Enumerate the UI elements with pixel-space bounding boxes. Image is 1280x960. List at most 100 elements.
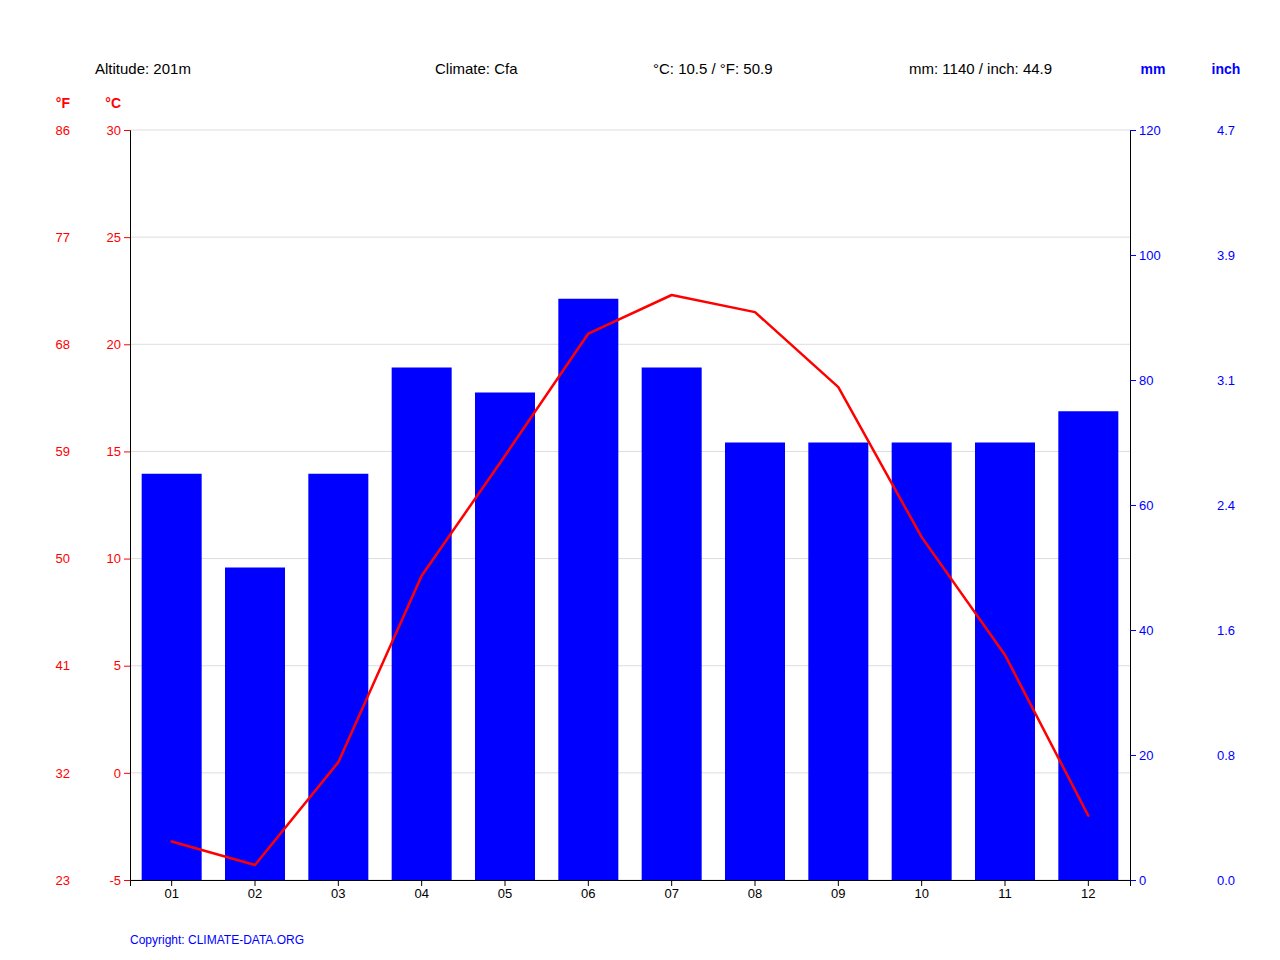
tick: 10 xyxy=(107,551,130,566)
tick-label: 20 xyxy=(1139,748,1153,763)
tick: 32 xyxy=(56,766,70,781)
tick-label: 25 xyxy=(107,230,121,245)
grid xyxy=(130,130,1130,880)
tick: 10 xyxy=(914,880,928,901)
tick: -5 xyxy=(109,873,130,888)
tick-mark xyxy=(338,880,339,886)
y2-axis: 020406080100120 xyxy=(1130,123,1161,888)
tick-label: 08 xyxy=(748,886,762,901)
tick-mark xyxy=(124,344,130,345)
tick: 01 xyxy=(164,880,178,901)
tick: 86 xyxy=(56,123,70,138)
tick-mark xyxy=(124,451,130,452)
tick: 68 xyxy=(56,337,70,352)
tick-label: 02 xyxy=(248,886,262,901)
tick: 3.9 xyxy=(1217,248,1235,263)
tick-label: 30 xyxy=(107,123,121,138)
tick-mark xyxy=(124,559,130,560)
tick: 41 xyxy=(56,658,70,673)
tick-label: 12 xyxy=(1081,886,1095,901)
bar xyxy=(475,393,535,881)
bar xyxy=(308,474,368,880)
y-alt-axis: 8677685950413223 xyxy=(56,123,70,888)
axis-label: °C xyxy=(105,95,121,111)
tick-mark xyxy=(255,880,256,886)
tick: 0 xyxy=(1130,873,1146,888)
bar xyxy=(975,443,1035,881)
tick-label: 15 xyxy=(107,444,121,459)
tick-label: 40 xyxy=(1139,623,1153,638)
tick: 2.4 xyxy=(1217,498,1235,513)
tick-mark xyxy=(505,880,506,886)
tick: 30 xyxy=(107,123,130,138)
axis-line xyxy=(1131,131,1137,881)
tick-label: 1.6 xyxy=(1217,623,1235,638)
tick-mark xyxy=(1130,505,1136,506)
grid-line xyxy=(130,237,1130,238)
axis-label: mm xyxy=(1141,61,1166,77)
bar-series xyxy=(142,299,1119,880)
tick-label: 03 xyxy=(331,886,345,901)
plot: 302520151050-586776859504132230204060801… xyxy=(56,61,1241,902)
tick: 15 xyxy=(107,444,130,459)
tick-mark xyxy=(1130,380,1136,381)
tick-label: 3.1 xyxy=(1217,373,1235,388)
tick-label: 20 xyxy=(107,337,121,352)
grid-line xyxy=(130,130,1130,131)
tick: 4.7 xyxy=(1217,123,1235,138)
tick-mark xyxy=(124,773,130,774)
tick-label: 3.9 xyxy=(1217,248,1235,263)
header-text: Climate: Cfa xyxy=(435,60,518,77)
tick-mark xyxy=(421,880,422,886)
header-text: °C: 10.5 / °F: 50.9 xyxy=(653,60,773,77)
tick-label: 04 xyxy=(414,886,428,901)
tick: 11 xyxy=(998,880,1012,901)
header-text: Altitude: 201m xyxy=(95,60,191,77)
axis-label: inch xyxy=(1212,61,1241,77)
tick-mark xyxy=(755,880,756,886)
tick-mark xyxy=(1005,880,1006,886)
tick-label: 01 xyxy=(164,886,178,901)
tick-label: 07 xyxy=(664,886,678,901)
tick: 3.1 xyxy=(1217,373,1235,388)
tick-mark xyxy=(124,666,130,667)
bar xyxy=(225,568,285,881)
tick: 0 xyxy=(114,766,130,781)
tick-label: 50 xyxy=(56,551,70,566)
tick: 25 xyxy=(107,230,130,245)
tick-label: 06 xyxy=(581,886,595,901)
tick: 09 xyxy=(831,880,845,901)
tick-label: 60 xyxy=(1139,498,1153,513)
axis-line xyxy=(124,131,131,881)
tick-mark xyxy=(1130,130,1136,131)
bar xyxy=(558,299,618,880)
y-axis: 302520151050-5 xyxy=(107,123,131,888)
bar xyxy=(642,368,702,881)
tick: 08 xyxy=(748,880,762,901)
axis-label: °F xyxy=(56,95,71,111)
tick-mark xyxy=(1130,255,1136,256)
tick: 40 xyxy=(1130,623,1153,638)
tick: 59 xyxy=(56,444,70,459)
tick-mark xyxy=(588,880,589,886)
tick-label: 2.4 xyxy=(1217,498,1235,513)
tick-label: 0.0 xyxy=(1217,873,1235,888)
tick: 06 xyxy=(581,880,595,901)
marks xyxy=(142,295,1119,880)
tick: 04 xyxy=(414,880,428,901)
tick-mark xyxy=(124,880,130,881)
tick-mark xyxy=(1088,880,1089,886)
tick: 20 xyxy=(107,337,130,352)
bar xyxy=(142,474,202,880)
tick-mark xyxy=(921,880,922,886)
tick-label: 68 xyxy=(56,337,70,352)
tick: 77 xyxy=(56,230,70,245)
bar xyxy=(725,443,785,881)
tick-label: 10 xyxy=(914,886,928,901)
tick: 07 xyxy=(664,880,678,901)
x-axis: 010203040506070809101112 xyxy=(131,880,1131,901)
bar xyxy=(808,443,868,881)
tick-label: 41 xyxy=(56,658,70,673)
tick-label: 120 xyxy=(1139,123,1161,138)
tick-label: 4.7 xyxy=(1217,123,1235,138)
